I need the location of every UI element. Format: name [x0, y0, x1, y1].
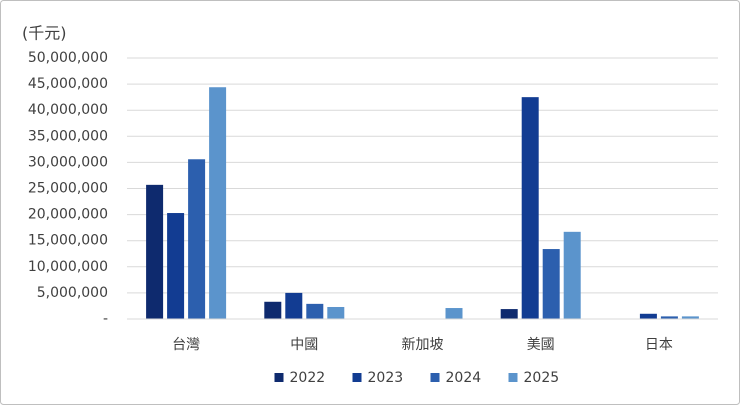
bar [563, 231, 581, 319]
bar [285, 292, 303, 319]
x-tick-label: 美國 [527, 337, 555, 353]
bar [542, 249, 560, 319]
legend-label: 2022 [290, 370, 326, 386]
legend-swatch [274, 373, 284, 382]
y-tick-label: 25,000,000 [28, 181, 108, 197]
bar [188, 159, 206, 319]
y-tick-label: 20,000,000 [28, 207, 108, 223]
y-tick-label: 35,000,000 [28, 128, 108, 144]
x-tick-label: 台灣 [172, 337, 200, 353]
legend-label: 2024 [446, 370, 482, 386]
x-tick-label: 新加坡 [402, 337, 444, 353]
legend-swatch [352, 373, 362, 382]
bar [660, 316, 678, 319]
x-tick-label: 日本 [645, 337, 673, 353]
legend-label: 2025 [524, 370, 560, 386]
bar [445, 308, 463, 319]
y-tick-label: 30,000,000 [28, 154, 108, 170]
bar [264, 301, 282, 319]
bar [306, 303, 324, 319]
y-tick-label: 50,000,000 [28, 50, 108, 66]
bar [167, 213, 185, 319]
legend-swatch [508, 373, 518, 382]
bar [639, 313, 657, 319]
y-axis-label: (千元) [22, 24, 67, 43]
bar [209, 87, 227, 320]
y-tick-label: 10,000,000 [28, 259, 108, 275]
legend-swatch [430, 373, 440, 382]
bar [521, 97, 539, 320]
legend-label: 2023 [368, 370, 404, 386]
y-tick-label: 40,000,000 [28, 102, 108, 118]
y-tick-label: 45,000,000 [28, 76, 108, 92]
y-tick-label: 15,000,000 [28, 233, 108, 249]
bar [327, 306, 345, 319]
x-tick-label: 中國 [290, 337, 318, 353]
bar [500, 309, 518, 319]
y-tick-label: 5,000,000 [37, 285, 108, 301]
bar [146, 184, 164, 319]
bar [681, 316, 699, 319]
y-tick-label: - [103, 311, 108, 327]
